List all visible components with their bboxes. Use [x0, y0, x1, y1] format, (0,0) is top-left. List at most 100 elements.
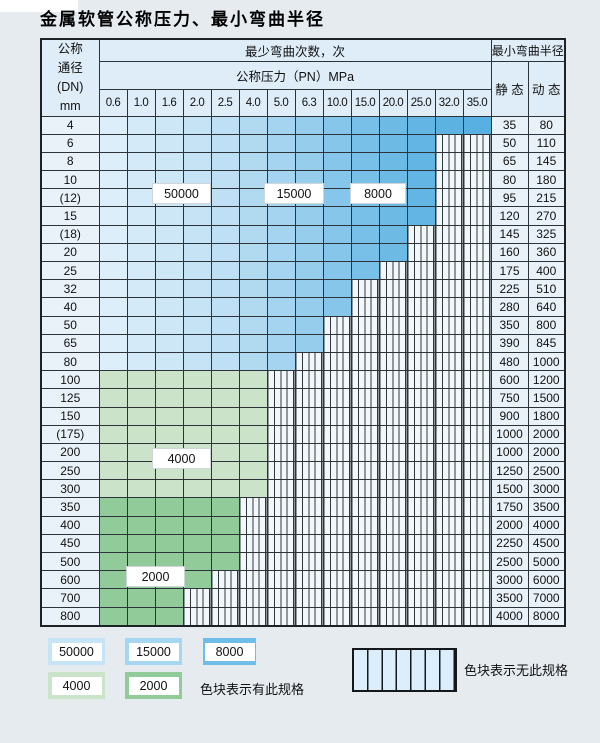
- pressure-cell: [350, 297, 380, 317]
- dn-cell: 15: [40, 206, 100, 226]
- pressure-cell: [210, 551, 240, 572]
- pressure-cell: [210, 297, 240, 317]
- dn-cell: 100: [40, 370, 100, 390]
- dn-cell: 40: [40, 297, 100, 317]
- pressure-cell: [154, 297, 184, 317]
- pressure-cell: [238, 406, 268, 426]
- pressure-cell: [126, 479, 156, 499]
- table-row: 250 1250 2500: [40, 461, 566, 481]
- pressure-cell: [154, 242, 184, 263]
- pressure-cell: [406, 388, 436, 408]
- static-radius-cell: 1750: [490, 497, 529, 517]
- pressure-cell: [378, 551, 408, 572]
- dynamic-radius-cell: 215: [527, 188, 566, 208]
- pressure-cell: [406, 133, 436, 153]
- pressure-cell: [294, 442, 324, 463]
- pressure-cell: [406, 461, 436, 481]
- pressure-cell: [154, 388, 184, 408]
- pressure-cell: [378, 333, 408, 353]
- pressure-cell: [266, 497, 296, 517]
- pressure-cell: [126, 279, 156, 299]
- pressure-cell: [266, 479, 296, 499]
- cycles-label-4000: 4000: [152, 448, 211, 469]
- pressure-cell: [266, 533, 296, 554]
- pressure-cell: [210, 606, 240, 627]
- pressure-cell: [210, 424, 240, 444]
- pressure-cell: [406, 170, 436, 190]
- pressure-cell: [434, 424, 464, 444]
- pressure-cell: [154, 133, 184, 153]
- static-radius-cell: 50: [490, 133, 529, 153]
- pressure-cell: [294, 388, 324, 408]
- pressure-cell: [322, 242, 352, 263]
- dynamic-radius-cell: 325: [527, 224, 566, 244]
- pressure-cell: [434, 588, 464, 608]
- pressure-cell: [350, 242, 380, 263]
- pressure-cell: [126, 533, 156, 554]
- dynamic-radius-cell: 845: [527, 333, 566, 353]
- pressure-cell: [462, 406, 492, 426]
- pressure-cell: [238, 588, 268, 608]
- dynamic-radius-cell: 1500: [527, 388, 566, 408]
- pressure-cell: [434, 315, 464, 335]
- pressure-cell: [98, 333, 128, 353]
- pressure-cell: [98, 479, 128, 499]
- table-row: 65 390 845: [40, 333, 566, 353]
- pressure-cell: [434, 260, 464, 281]
- pressure-cell: [434, 351, 464, 372]
- pressure-cell: [322, 370, 352, 390]
- pressure-cell: [98, 242, 128, 263]
- pressure-cell: [182, 115, 212, 135]
- static-radius-cell: 1000: [490, 442, 529, 463]
- table-row: 80 480 1000: [40, 351, 566, 372]
- pressure-cell: [350, 206, 380, 226]
- dynamic-radius-cell: 8000: [527, 606, 566, 627]
- pressure-cell: [182, 551, 212, 572]
- pressure-cell: [434, 133, 464, 153]
- pressure-cell: [378, 370, 408, 390]
- pressure-cell: [98, 588, 128, 608]
- pressure-cell: [238, 315, 268, 335]
- dn-cell: 6: [40, 133, 100, 153]
- pressure-cell: [154, 497, 184, 517]
- pressure-cell: [294, 515, 324, 535]
- pressure-cell: [378, 406, 408, 426]
- pressure-cell: [266, 570, 296, 590]
- pressure-cell: [182, 133, 212, 153]
- pressure-cell: [322, 170, 352, 190]
- pressure-cell: [182, 606, 212, 627]
- pressure-cell: [266, 388, 296, 408]
- pressure-cell: [350, 333, 380, 353]
- pressure-cell: [350, 461, 380, 481]
- pressure-cell: [98, 606, 128, 627]
- pressure-cell: [350, 224, 380, 244]
- dynamic-radius-cell: 2500: [527, 461, 566, 481]
- pressure-cell: [126, 515, 156, 535]
- pressure-cell: [434, 442, 464, 463]
- pressure-cell: [182, 151, 212, 172]
- static-radius-cell: 225: [490, 279, 529, 299]
- dn-cell: 10: [40, 170, 100, 190]
- pressure-cell: [378, 260, 408, 281]
- pressure-cell: [266, 588, 296, 608]
- pressure-col-header: 6.3: [294, 88, 324, 117]
- pressure-cell: [238, 206, 268, 226]
- pressure-cell: [266, 442, 296, 463]
- dn-cell: 450: [40, 533, 100, 554]
- pressure-cell: [322, 206, 352, 226]
- pressure-cell: [210, 479, 240, 499]
- dynamic-radius-cell: 80: [527, 115, 566, 135]
- table-row: 10 80 180: [40, 170, 566, 190]
- static-radius-cell: 145: [490, 224, 529, 244]
- pressure-cell: [238, 133, 268, 153]
- pressure-cell: [98, 497, 128, 517]
- pressure-cell: [434, 551, 464, 572]
- pressure-cell: [462, 461, 492, 481]
- pressure-col-header: 35.0: [462, 88, 492, 117]
- pressure-cell: [126, 242, 156, 263]
- pressure-cell: [434, 170, 464, 190]
- pressure-values-row: 0.6 1.0 1.6 2.0 2.5 4.0 5.0 6.3 10.0 15.0 20.0 25.0…: [41, 88, 565, 117]
- pressure-cell: [98, 515, 128, 535]
- pressure-cell: [322, 461, 352, 481]
- pressure-cell: [98, 461, 128, 481]
